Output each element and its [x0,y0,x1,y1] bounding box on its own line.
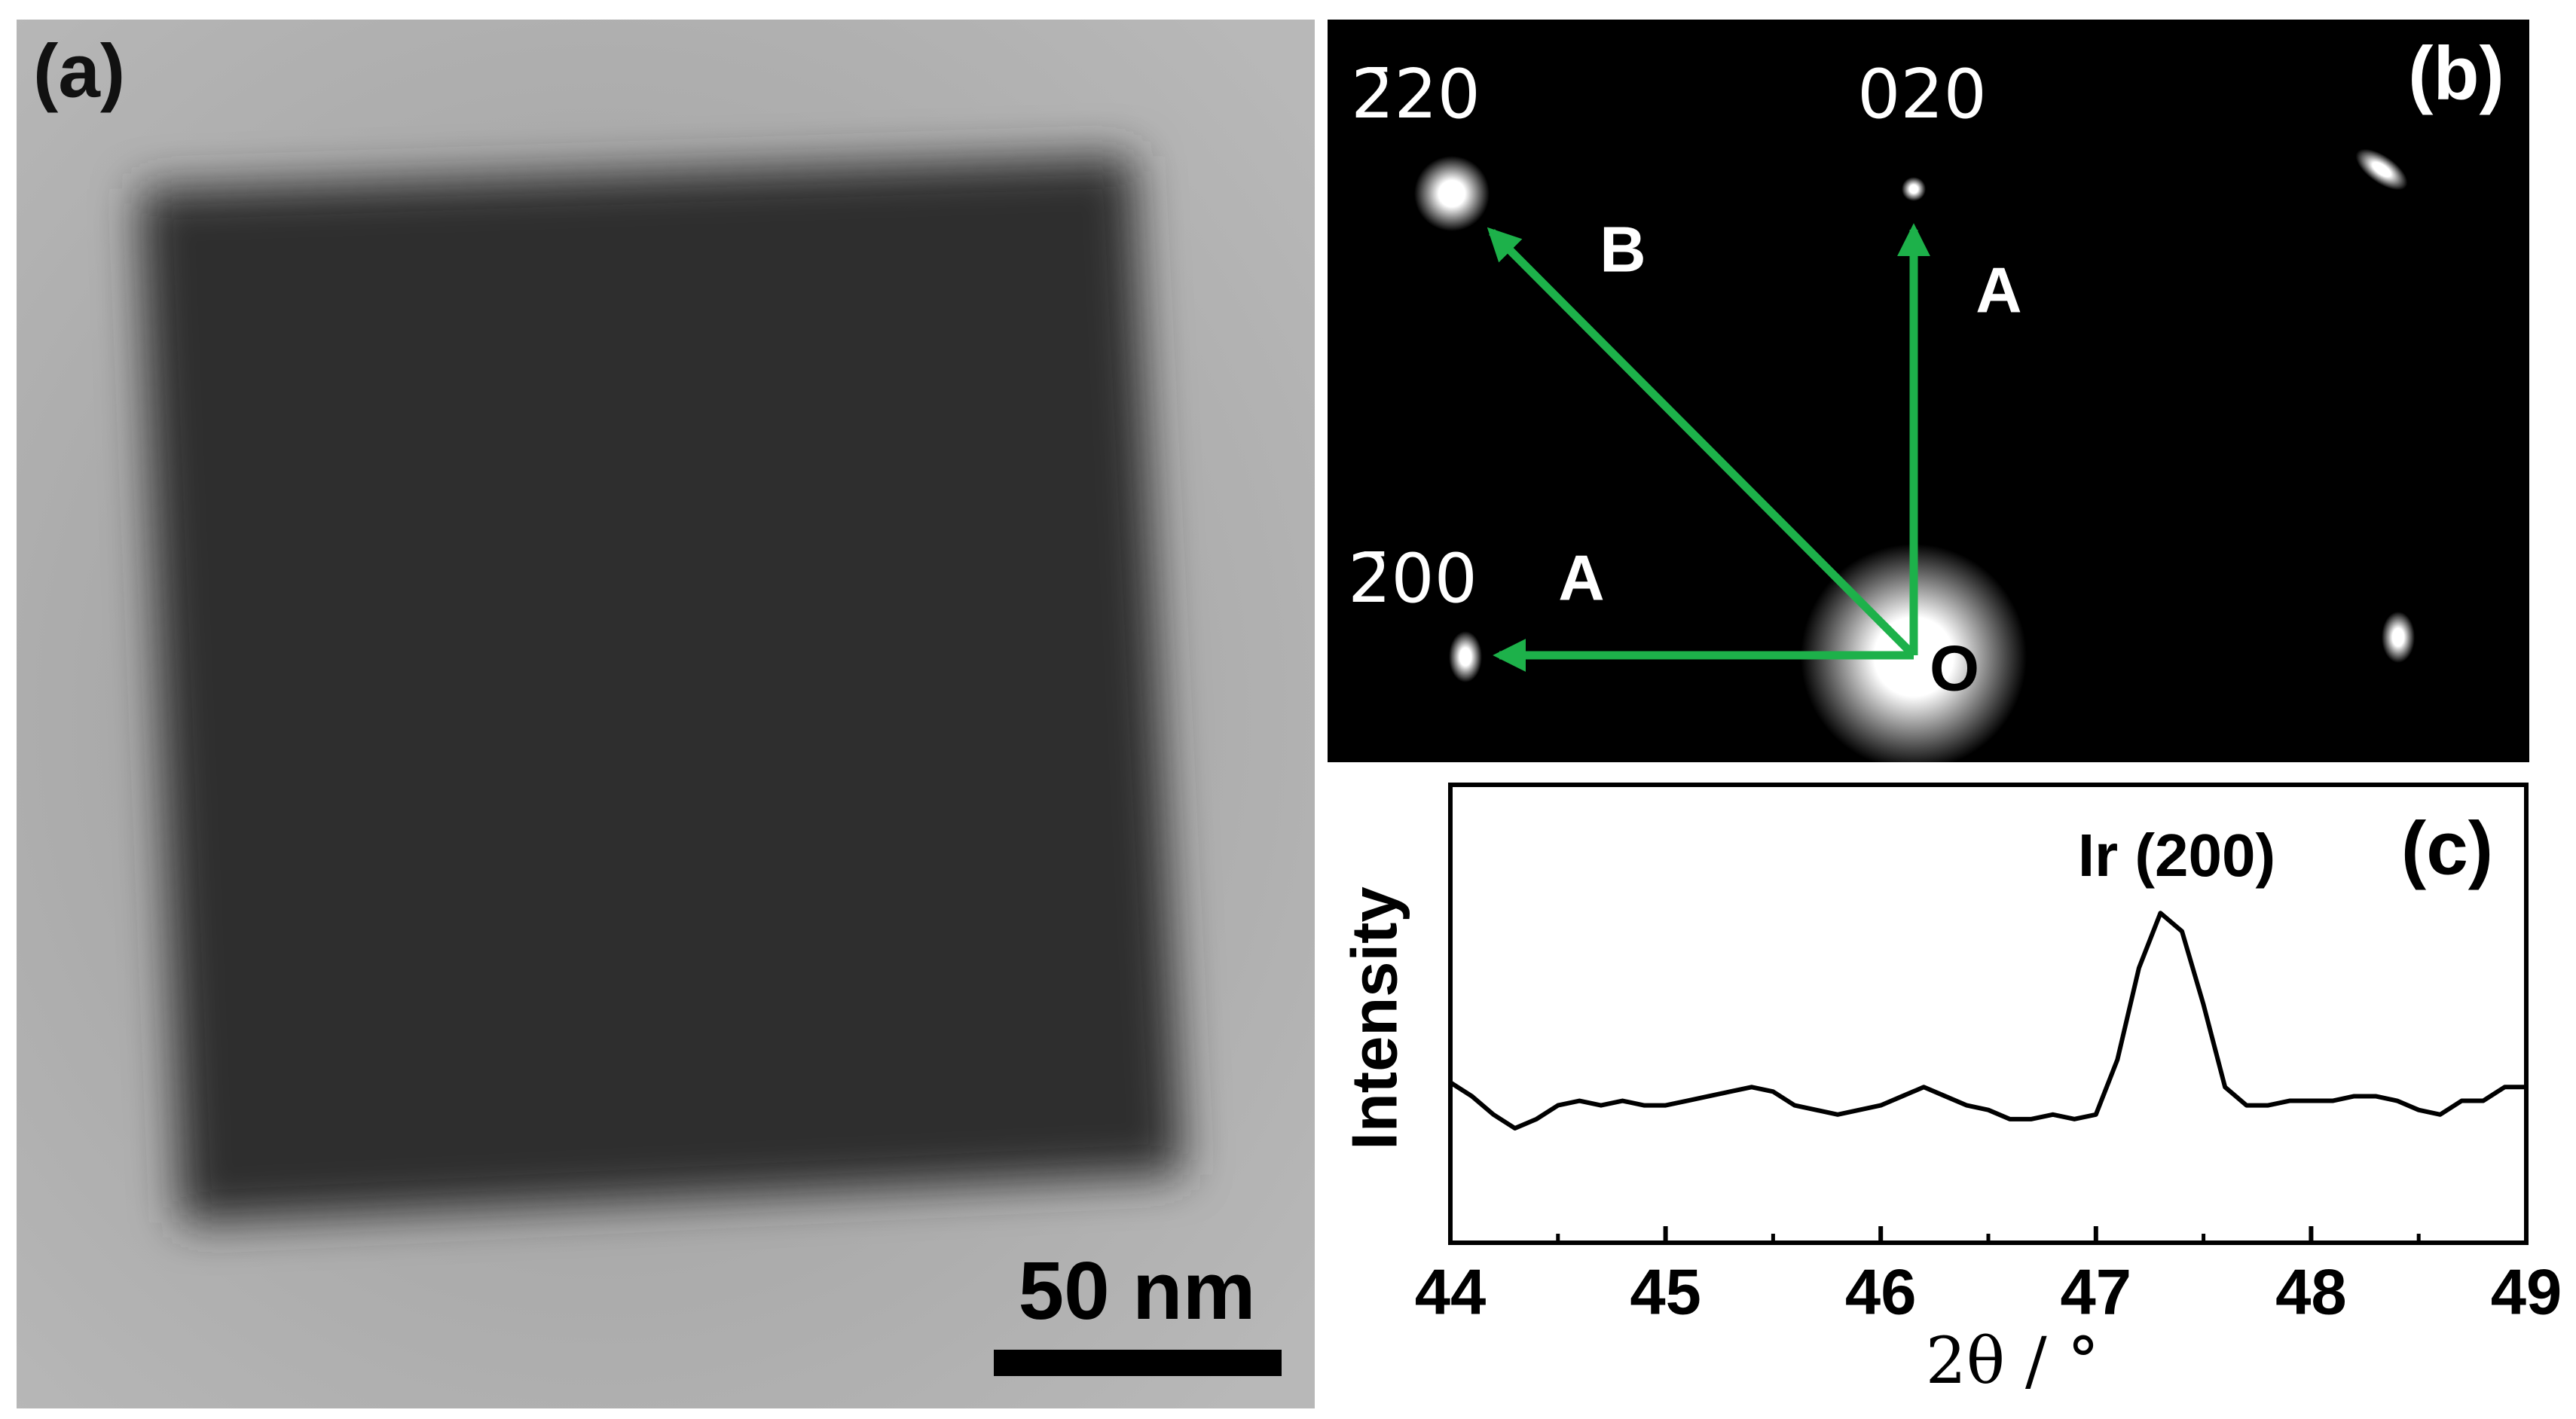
nanocube [139,156,1183,1223]
origin-label: O [1930,633,1979,704]
arrow-label: A [1976,255,2021,326]
x-tick-label: 48 [2275,1256,2347,1328]
panel-b: 2̄20 020 2̄00 (b) B A A O [1328,20,2529,770]
panel-label: (b) [2408,31,2504,115]
spot [2382,612,2415,663]
x-tick-label: 46 [1845,1256,1917,1328]
spot-label: 020 [1857,55,1987,134]
panel-label: (c) [2401,806,2493,890]
spot [1449,631,1482,682]
x-tick-label: 44 [1415,1256,1487,1328]
x-tick-label: 45 [1630,1256,1701,1328]
panel-label: (a) [33,29,125,113]
arrow [1487,227,1917,658]
x-tick-label: 47 [2061,1256,2132,1328]
spot [1902,177,1926,201]
plot-frame [1448,783,2529,1245]
spot [1414,156,1490,231]
arrow-label: B [1600,214,1646,285]
annotation: Ir (200) [2078,822,2275,889]
x-axis-label: 2θ / ° [1926,1324,2099,1399]
x-tick-label: 49 [2491,1256,2562,1328]
spot-label: 2̄20 [1351,55,1481,134]
spot-label: 2̄00 [1348,539,1477,618]
arrow-label: A [1558,542,1604,614]
data-line [1449,911,2526,1131]
scale-bar-label: 50 nm [1018,1245,1255,1337]
spot [2355,148,2408,191]
scale-bar [994,1350,1282,1376]
arrows [1487,223,1930,672]
panel-a: (a) 50 nm [17,20,1315,1408]
panel-c: (c) Ir (200) Intensity 2θ / ° 44 45 46 47 48… [1339,783,2562,1399]
y-axis-label: Intensity [1339,886,1410,1150]
